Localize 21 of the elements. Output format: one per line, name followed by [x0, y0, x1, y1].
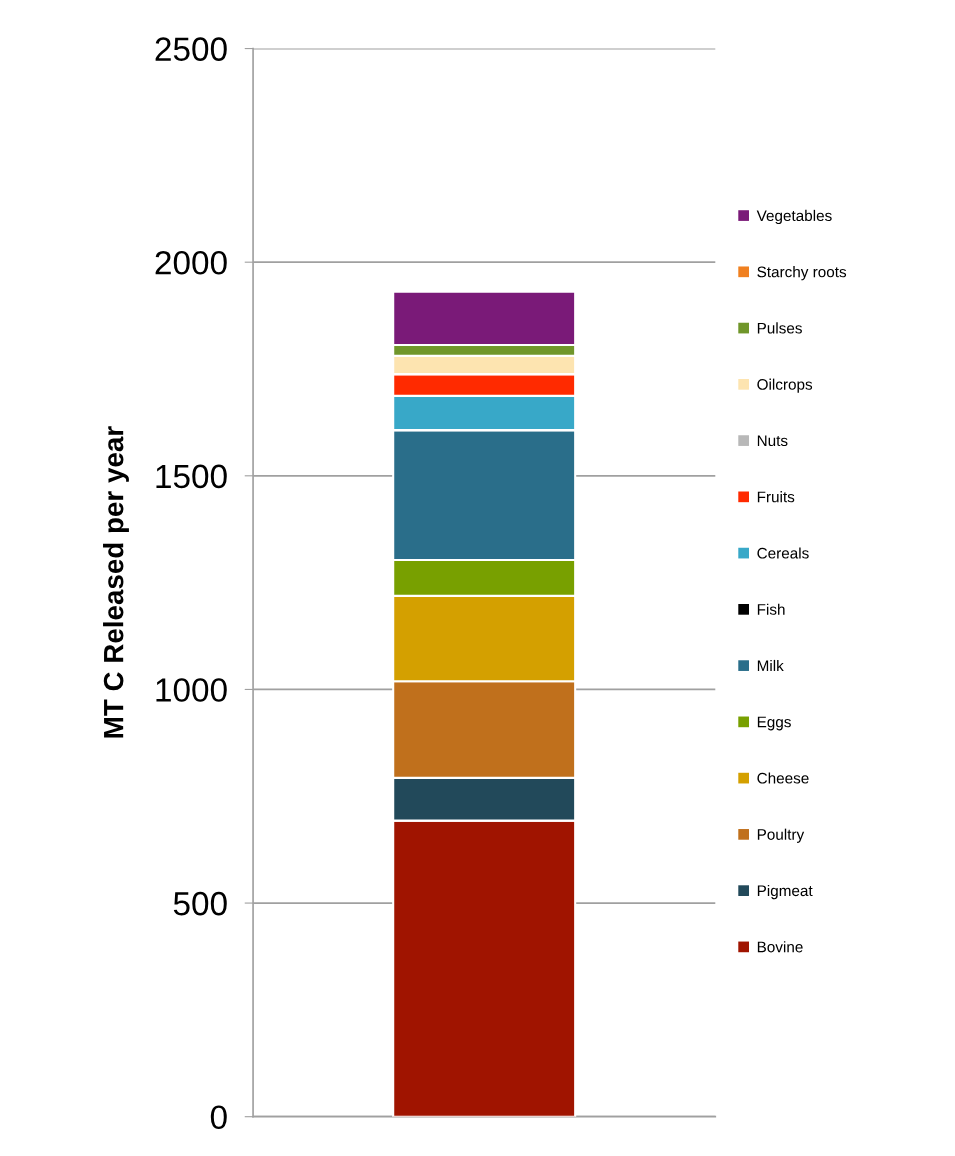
legend-label: Oilcrops — [757, 378, 813, 393]
y-axis-title: MT C Released per year — [103, 426, 129, 738]
y-tick-label: 2500 — [155, 37, 227, 61]
legend-label: Pulses — [757, 322, 802, 334]
legend-label: Cheese — [757, 772, 809, 784]
legend-label: Starchy roots — [757, 266, 847, 281]
legend-label: Poultry — [757, 828, 805, 843]
legend-label: Vegetables — [756, 209, 832, 225]
legend-label: Nuts — [757, 435, 788, 447]
y-tick-label: 2000 — [155, 250, 227, 275]
y-tick-label: 1500 — [156, 464, 227, 489]
legend-label: Fish — [757, 603, 785, 615]
legend-label: Fruits — [757, 491, 795, 503]
legend-label: Bovine — [757, 941, 803, 953]
y-tick-label: 500 — [173, 891, 227, 916]
legend-label: Eggs — [757, 716, 791, 731]
y-tick-label: 0 — [210, 1105, 227, 1130]
legend-label: Milk — [757, 659, 784, 671]
legend-label: Cereals — [757, 547, 809, 559]
legend-label: Pigmeat — [757, 884, 813, 900]
y-tick-label: 1000 — [156, 678, 227, 702]
